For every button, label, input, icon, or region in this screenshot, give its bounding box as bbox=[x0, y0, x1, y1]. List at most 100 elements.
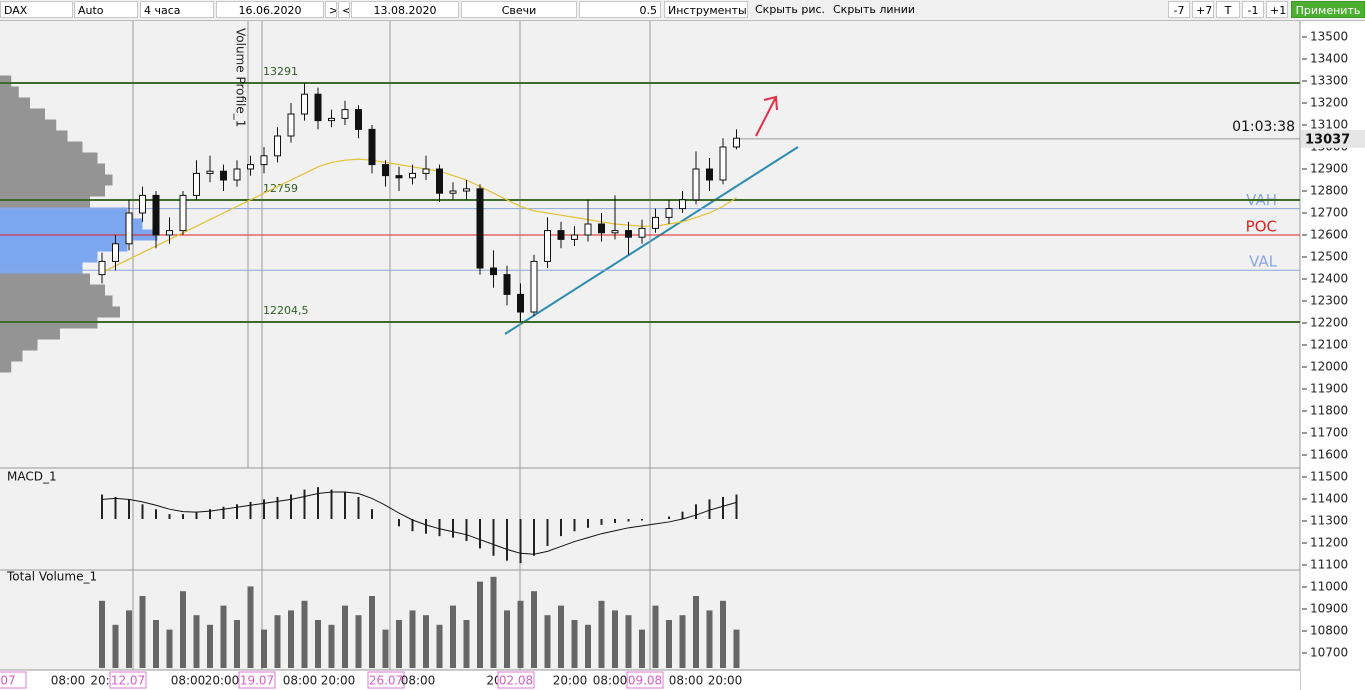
volume-bar bbox=[301, 600, 308, 668]
moving-average bbox=[101, 158, 737, 273]
timeframe[interactable]: 4 часа bbox=[140, 1, 214, 18]
candle-body bbox=[530, 260, 538, 313]
y-tick-label: 11300 bbox=[1310, 514, 1348, 528]
profile-bar bbox=[0, 284, 105, 296]
candle-body bbox=[449, 190, 457, 194]
volume-bar bbox=[720, 600, 726, 668]
volume-bar bbox=[207, 624, 213, 668]
date-box bbox=[497, 671, 535, 689]
volume-bar bbox=[666, 620, 672, 668]
nav-next[interactable]: > bbox=[325, 1, 337, 18]
candle-body bbox=[638, 227, 646, 238]
profile-bar bbox=[0, 119, 57, 131]
y-tick-label: 13500 bbox=[1310, 30, 1348, 44]
symbol[interactable]: DAX bbox=[0, 1, 73, 18]
volume-bar bbox=[274, 615, 281, 668]
shift-button[interactable]: +7 bbox=[1192, 1, 1214, 18]
candle-body bbox=[260, 155, 268, 166]
tools[interactable]: Инструменты bbox=[664, 1, 748, 18]
time-label: 08:00 bbox=[593, 674, 628, 688]
candle-body bbox=[422, 168, 430, 174]
volume-bar bbox=[247, 586, 254, 668]
profile-bar bbox=[0, 130, 68, 142]
time-label: 20:00 bbox=[321, 674, 356, 688]
apply-button[interactable]: Применить bbox=[1291, 1, 1365, 18]
shift-button[interactable]: T bbox=[1216, 1, 1240, 18]
y-tick-label: 12200 bbox=[1310, 316, 1348, 330]
time-label: 08:00 bbox=[171, 674, 206, 688]
profile-bar bbox=[0, 174, 113, 186]
candle-body bbox=[517, 293, 524, 313]
volume-bar bbox=[679, 615, 686, 668]
volume-bar bbox=[733, 629, 740, 668]
date-box bbox=[0, 671, 27, 689]
profile-bar bbox=[0, 328, 60, 340]
profile-bar bbox=[0, 218, 143, 230]
candle-body bbox=[476, 188, 484, 269]
y-tick-label: 13100 bbox=[1310, 118, 1348, 132]
candle-body bbox=[125, 212, 133, 245]
shift-button[interactable]: -1 bbox=[1242, 1, 1264, 18]
candle-body bbox=[625, 230, 632, 238]
volume-bar bbox=[598, 600, 605, 668]
candle-body bbox=[584, 223, 592, 236]
hide-drawings[interactable]: Скрыть рис. bbox=[755, 3, 826, 16]
volume-title: Total Volume_1 bbox=[6, 570, 97, 584]
time-label: 08:00 bbox=[283, 674, 318, 688]
level-label: 13291 bbox=[263, 65, 298, 78]
candle-body bbox=[544, 230, 551, 262]
step[interactable]: 0.5 bbox=[579, 1, 661, 18]
volume-bar bbox=[423, 615, 429, 668]
y-tick-label: 10800 bbox=[1310, 624, 1348, 638]
shift-button[interactable]: -7 bbox=[1168, 1, 1190, 18]
candle-body bbox=[571, 234, 578, 240]
candle-body bbox=[665, 208, 673, 218]
volume-bar bbox=[571, 620, 578, 668]
level-label: 12759 bbox=[263, 182, 298, 195]
date-from[interactable]: 16.06.2020 bbox=[216, 1, 324, 18]
candle-body bbox=[598, 223, 605, 234]
y-tick-label: 11800 bbox=[1310, 404, 1348, 418]
y-tick-label: 10900 bbox=[1310, 602, 1348, 616]
candle-body bbox=[247, 164, 254, 170]
volume-bar bbox=[558, 605, 564, 668]
volume-bar bbox=[706, 610, 713, 668]
volume-bar bbox=[463, 620, 470, 668]
volume-bar bbox=[315, 620, 321, 668]
level-label: 12204,5 bbox=[263, 304, 309, 317]
candle-body bbox=[463, 188, 470, 192]
scale[interactable]: Auto bbox=[74, 1, 138, 18]
candle-body bbox=[490, 267, 497, 276]
volume-bar bbox=[612, 610, 618, 668]
profile-bar bbox=[0, 262, 83, 274]
time-label: 12.07 bbox=[111, 674, 145, 688]
volume-bar bbox=[396, 620, 402, 668]
nav-prev[interactable]: < bbox=[338, 1, 350, 18]
candle-body bbox=[719, 146, 727, 181]
date-to[interactable]: 13.08.2020 bbox=[351, 1, 459, 18]
profile-bar bbox=[0, 295, 113, 307]
shift-button[interactable]: +1 bbox=[1266, 1, 1288, 18]
volume-bar bbox=[139, 596, 146, 668]
volume-bar bbox=[517, 600, 524, 668]
y-tick-label: 12600 bbox=[1310, 228, 1348, 242]
volume-bar bbox=[450, 605, 456, 668]
candle-body bbox=[706, 168, 713, 181]
macd-title: MACD_1 bbox=[7, 470, 57, 484]
time-label: 20: bbox=[90, 674, 109, 688]
date-box bbox=[238, 671, 276, 689]
profile-bar bbox=[0, 251, 98, 263]
volume-bar bbox=[409, 610, 416, 668]
val-label: VAL bbox=[1249, 253, 1278, 271]
volume-bar bbox=[126, 610, 132, 668]
profile-bar bbox=[0, 350, 23, 362]
chart-type[interactable]: Свечи bbox=[461, 1, 577, 18]
last-price-label: 13037 bbox=[1305, 132, 1350, 147]
candle-body bbox=[409, 172, 416, 179]
volume-bar bbox=[180, 591, 186, 668]
hide-lines[interactable]: Скрыть линии bbox=[833, 3, 916, 16]
candle-body bbox=[611, 230, 619, 234]
candle-body bbox=[382, 164, 389, 177]
candle-body bbox=[139, 194, 146, 214]
